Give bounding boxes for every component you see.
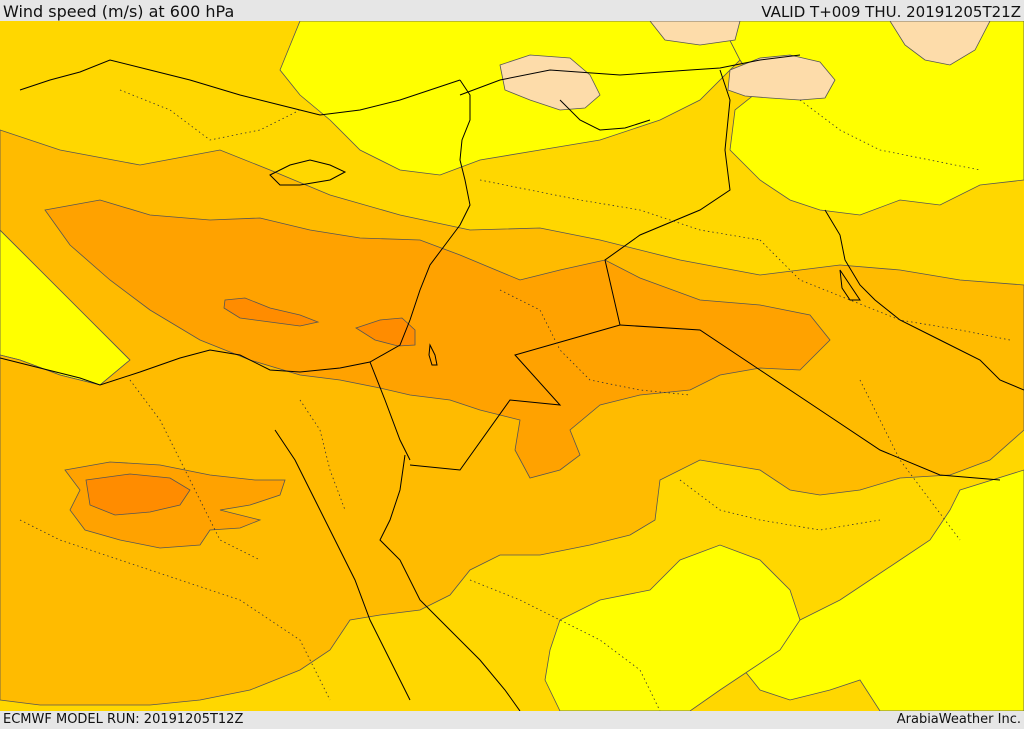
yellow-zone-south	[544, 544, 801, 711]
coastline-red-sea-east	[379, 454, 521, 711]
border-iraq-saudi	[619, 324, 1001, 481]
coastline-turkey	[19, 59, 461, 116]
cyprus-coast	[269, 159, 347, 186]
dark-orange-core-3	[85, 473, 191, 516]
borders-layer	[0, 54, 1024, 711]
coastline-caspian	[559, 99, 651, 131]
coastline-red-sea-west	[274, 429, 411, 701]
map-svg[interactable]	[0, 21, 1024, 711]
wind-speed-map[interactable]	[0, 21, 1024, 711]
border-sinai	[369, 361, 411, 461]
peach-patch-3	[649, 21, 741, 46]
dead-sea	[428, 343, 438, 366]
peach-patch-4	[889, 21, 991, 66]
peach-patch-1	[499, 54, 601, 111]
valid-time-label: VALID T+009 THU. 20191205T21Z	[761, 3, 1021, 21]
header-bar: Wind speed (m/s) at 600 hPa VALID T+009 …	[0, 0, 1024, 21]
coastline-mediterranean	[0, 79, 471, 386]
model-run-label: ECMWF MODEL RUN: 20191205T12Z	[3, 712, 244, 727]
dark-orange-core-2	[355, 317, 416, 347]
orange-zone	[44, 199, 831, 479]
coastline-gulf	[824, 209, 1024, 391]
footer-bar: ECMWF MODEL RUN: 20191205T12Z ArabiaWeat…	[0, 711, 1024, 729]
yellow-zone-north	[279, 21, 741, 176]
border-jordan-iraq	[409, 69, 731, 471]
map-title: Wind speed (m/s) at 600 hPa	[3, 2, 235, 21]
province-boundaries	[19, 89, 1011, 711]
dark-orange-core-1	[223, 297, 320, 327]
peach-patch-2	[727, 54, 836, 101]
bahrain-qatar	[839, 269, 861, 301]
border-syria-turkey	[459, 54, 801, 96]
credit-label: ArabiaWeather Inc.	[896, 712, 1021, 727]
